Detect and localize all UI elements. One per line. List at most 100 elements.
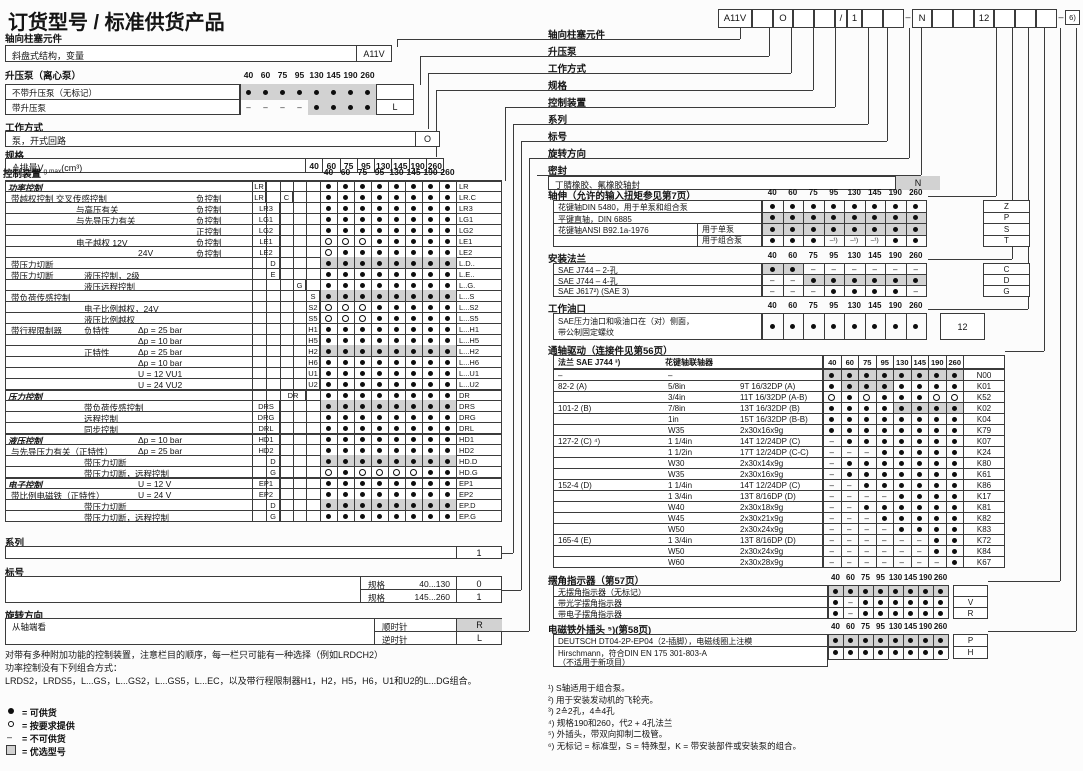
connector-line [945, 468, 947, 480]
connector-line [885, 263, 886, 275]
connector-line [388, 213, 389, 225]
availability-cell [359, 99, 376, 115]
filled-dot-icon [394, 437, 399, 442]
availability-cell [320, 390, 337, 401]
filled-dot-icon [445, 414, 450, 420]
connector-line [928, 446, 929, 458]
availability-cell [911, 490, 929, 502]
connector-line [893, 468, 894, 480]
connector-line [875, 391, 877, 403]
availability-cell [893, 380, 911, 392]
row-sublabel: 2x30x28x9g [740, 558, 784, 567]
connector-line [928, 545, 929, 557]
filled-dot-icon [394, 227, 399, 233]
filled-dot-icon [326, 370, 331, 376]
connector-line [840, 512, 842, 524]
availability-cell [828, 585, 843, 597]
connector-line [840, 380, 842, 392]
row-label: 带光学摆角指示器 [558, 599, 622, 608]
connector-line [828, 646, 948, 647]
filled-dot-icon [851, 277, 857, 283]
connector-line [422, 433, 423, 445]
row-sublabel: W50 [668, 525, 685, 534]
connector-line [388, 367, 389, 379]
filled-dot-icon [326, 481, 331, 486]
availability-cell [422, 257, 439, 269]
availability-cell: – [928, 556, 946, 568]
variant-code: EP2 [459, 489, 474, 499]
dash-icon: – [847, 524, 852, 534]
connector-line [371, 191, 372, 203]
availability-cell [371, 367, 388, 379]
column-header: 145 [406, 167, 421, 177]
connector-line [280, 202, 281, 214]
availability-cell [320, 323, 337, 335]
connector-line [928, 457, 929, 469]
dash-icon: – [246, 102, 251, 112]
connector-line [280, 290, 281, 302]
availability-cell [291, 84, 308, 100]
connector-line [280, 268, 281, 280]
column-header: 190 [423, 167, 438, 177]
filled-dot-icon [831, 226, 837, 232]
connector-line [354, 499, 355, 511]
connector-line [948, 646, 949, 659]
availability-cell [893, 369, 911, 381]
connector-line [280, 433, 281, 445]
connector-line [388, 389, 389, 401]
connector-line [320, 367, 321, 379]
connector-line [439, 235, 440, 247]
filled-dot-icon [394, 502, 399, 508]
connector-line [893, 457, 894, 469]
availability-cell [405, 345, 422, 357]
filled-dot-icon [343, 282, 348, 288]
connector-line [280, 411, 281, 423]
connector-line [354, 411, 355, 423]
connector-line [910, 369, 912, 381]
availability-cell [439, 478, 456, 489]
filled-dot-icon [951, 515, 957, 521]
connector-line [840, 457, 842, 469]
availability-cell [858, 479, 876, 491]
connector-line [405, 510, 406, 522]
availability-cell [841, 391, 859, 403]
connector-line [933, 646, 934, 659]
connector-line [456, 290, 457, 302]
filled-dot-icon [343, 491, 348, 497]
availability-cell [320, 367, 337, 379]
availability-cell [354, 411, 371, 423]
dash-icon: – [847, 480, 852, 490]
availability-cell [865, 285, 886, 297]
connector-line [280, 334, 281, 346]
filled-dot-icon [411, 359, 416, 365]
filled-dot-icon [864, 482, 870, 488]
filled-dot-icon [445, 326, 450, 332]
connector-line [337, 433, 338, 445]
availability-cell [337, 466, 354, 478]
dash-icon: – [829, 491, 834, 501]
filled-dot-icon [394, 458, 399, 464]
code-cell: LG2 [252, 224, 280, 236]
code-cell: U2 [306, 378, 320, 390]
filled-dot-icon [297, 89, 302, 95]
connector-line [843, 607, 844, 619]
connector-line [420, 56, 421, 85]
variant-code: EP.G [459, 511, 476, 521]
connector-line [293, 191, 294, 203]
filled-dot-icon [833, 588, 838, 594]
row-sublabel: 用于单泵 [697, 223, 762, 236]
code-cell: HD1 [252, 433, 280, 445]
connector-line [280, 477, 281, 489]
column-header: 130 [888, 573, 903, 582]
filled-dot-icon [326, 403, 331, 409]
filled-dot-icon [951, 493, 957, 499]
filled-dot-icon [863, 638, 868, 643]
column-header: 75 [808, 188, 818, 197]
row-sublabel: 正特性 [84, 347, 110, 358]
model-code-box: O [773, 9, 793, 28]
column-header: 95 [875, 355, 893, 369]
filled-dot-icon [951, 449, 957, 455]
column-header: 法兰 SAE J744 ³) [558, 358, 621, 367]
dash-icon: – [829, 480, 834, 490]
connector-line [371, 356, 372, 368]
